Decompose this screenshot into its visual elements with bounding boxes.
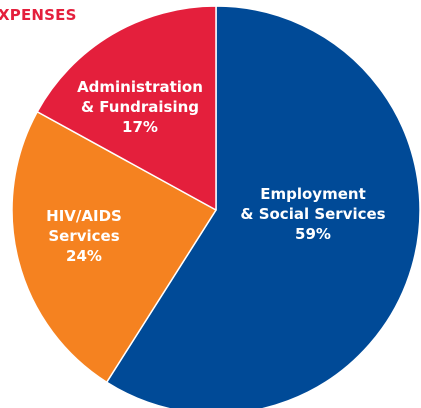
pie-slice-3 <box>36 5 217 211</box>
pie-slice-2 <box>11 110 217 383</box>
slice-label-line: & Fundraising <box>81 98 199 116</box>
slice-label-2: HIV/AIDS Services 24% <box>46 207 122 265</box>
pie-slice-1 <box>105 5 421 408</box>
pie-labels: Employment & Social Services 59% HIV/AIDS Se… <box>46 78 386 265</box>
slice-label-line: Services <box>48 227 119 245</box>
pie-slices <box>11 5 421 408</box>
slice-label-1: Employment & Social Services 59% <box>240 185 385 243</box>
slice-label-3: Administration & Fundraising 17% <box>77 78 203 136</box>
slice-label-line: HIV/AIDS <box>46 207 122 225</box>
slice-value-label: 59% <box>295 225 331 243</box>
slice-label-line: Employment <box>260 185 366 203</box>
slice-value-label: 17% <box>122 118 158 136</box>
chart-title: XPENSES <box>0 6 77 24</box>
slice-label-line: Administration <box>77 78 203 96</box>
slice-label-line: & Social Services <box>240 205 385 223</box>
slice-value-label: 24% <box>66 247 102 265</box>
